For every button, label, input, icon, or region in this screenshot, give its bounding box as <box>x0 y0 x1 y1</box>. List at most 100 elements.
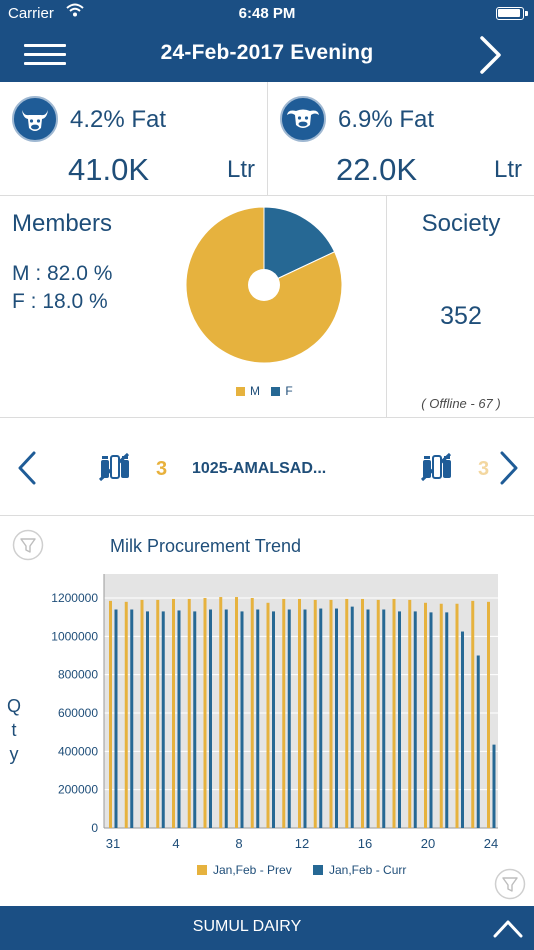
milk-can-icon <box>420 452 452 482</box>
members-panel: Members M : 82.0 % F : 18.0 % M F <box>0 196 386 418</box>
chart-title: Milk Procurement Trend <box>110 536 302 556</box>
status-bar: Carrier 6:48 PM <box>0 0 534 28</box>
status-time: 6:48 PM <box>238 5 296 22</box>
wifi-icon <box>66 3 84 21</box>
bar-curr <box>335 608 338 828</box>
pie-slice-female <box>263 206 336 286</box>
bar-prev <box>487 601 490 828</box>
cow-fat-unit: Ltr <box>226 156 255 183</box>
y-axis-label: t <box>11 720 16 740</box>
y-tick-label: 600000 <box>58 706 98 720</box>
y-tick-label: 800000 <box>58 668 98 682</box>
bar-curr <box>382 609 386 828</box>
cow-fat-card[interactable]: 4.2% Fat 41.0K Ltr <box>0 82 267 196</box>
legend-swatch <box>197 865 207 875</box>
bar-prev <box>376 599 380 828</box>
members-pie-chart <box>185 206 343 364</box>
menu-button[interactable] <box>24 42 66 68</box>
y-tick-label: 1200000 <box>51 591 98 605</box>
carrier-label: Carrier <box>8 5 54 22</box>
fat-summary: 4.2% Fat 41.0K Ltr 6.9% Fat 22.0K Ltr <box>0 82 534 196</box>
bar-curr <box>350 606 354 828</box>
bar-curr <box>146 611 149 828</box>
bar-curr <box>413 611 417 828</box>
bar-prev <box>408 599 412 828</box>
bar-curr <box>161 611 165 828</box>
x-tick-label: 16 <box>358 836 372 851</box>
y-tick-label: 400000 <box>58 744 98 758</box>
y-axis-label: y <box>10 744 19 764</box>
society-selector: 3 1025-AMALSAD... 3 <box>0 418 534 516</box>
bar-prev <box>266 602 270 828</box>
selector-number: 3 <box>156 458 168 480</box>
bar-prev <box>156 599 160 828</box>
page-title: 24-Feb-2017 Evening <box>160 41 374 64</box>
bar-curr <box>224 609 228 828</box>
bar-curr <box>303 609 307 828</box>
bar-curr <box>114 609 118 828</box>
selector-society-name[interactable]: 1025-AMALSAD... <box>192 460 327 477</box>
buffalo-fat-unit: Ltr <box>493 156 522 183</box>
bar-curr <box>130 609 134 828</box>
chevron-right-icon <box>480 36 501 74</box>
bar-prev <box>219 597 223 828</box>
bar-curr <box>366 609 370 828</box>
bar-prev <box>235 597 238 828</box>
dairy-name[interactable]: SUMUL DAIRY <box>192 918 302 935</box>
filter-icon[interactable] <box>494 868 526 900</box>
pie-hole <box>248 269 280 301</box>
x-tick-label: 24 <box>484 836 498 851</box>
bar-curr <box>476 655 480 828</box>
bar-prev <box>424 602 427 828</box>
milk-can-icon <box>98 452 130 482</box>
x-tick-label: 4 <box>172 836 179 851</box>
next-date-button[interactable] <box>476 34 504 76</box>
x-tick-label: 31 <box>106 836 120 851</box>
cow-fat-label: 4.2% Fat <box>70 106 167 133</box>
y-tick-label: 0 <box>91 821 98 835</box>
bar-curr <box>492 744 496 828</box>
top-bar: Carrier 6:48 PM 24-Feb-2017 Evening <box>0 0 534 82</box>
bar-curr <box>461 631 464 828</box>
bar-prev <box>250 598 254 828</box>
prev-society-button[interactable] <box>16 450 38 486</box>
expand-button[interactable] <box>492 916 524 940</box>
y-tick-label: 1000000 <box>51 629 98 643</box>
bar-prev <box>140 599 144 828</box>
society-offline: ( Offline - 67 ) <box>421 396 501 411</box>
cow-icon <box>12 96 58 142</box>
bar-prev <box>361 598 364 828</box>
nav-bar: 24-Feb-2017 Evening <box>0 28 534 82</box>
bar-prev <box>203 598 207 828</box>
bar-prev <box>439 603 443 828</box>
procurement-bar-chart: 0 200000 400000 600000 800000 1000000 1200000 3… <box>7 574 498 877</box>
members-female-pct: F : 18.0 % <box>12 290 108 313</box>
bar-curr <box>256 609 260 828</box>
bar-prev <box>329 599 333 828</box>
members-title: Members <box>12 210 113 237</box>
bar-curr <box>429 612 433 828</box>
chevron-up-icon <box>493 920 523 938</box>
chevron-right-icon <box>500 451 518 485</box>
bar-prev <box>109 600 112 828</box>
bar-curr <box>287 609 291 828</box>
society-panel[interactable]: Society 352 ( Offline - 67 ) <box>386 196 534 418</box>
legend-male: M <box>236 384 260 398</box>
bar-curr <box>445 612 449 828</box>
bottom-bar: SUMUL DAIRY <box>0 906 534 950</box>
bar-prev <box>345 598 349 828</box>
filter-icon[interactable] <box>12 529 44 561</box>
cow-fat-value: 41.0K <box>68 152 150 187</box>
y-axis-label: Q <box>7 696 21 716</box>
pie-legend: M F <box>236 384 301 398</box>
bar-curr <box>319 608 323 828</box>
bar-curr <box>209 609 212 828</box>
bar-prev <box>187 598 191 828</box>
buffalo-fat-card[interactable]: 6.9% Fat 22.0K Ltr <box>267 82 534 196</box>
next-society-button[interactable] <box>498 450 520 486</box>
x-tick-label: 12 <box>295 836 309 851</box>
legend-label: Jan,Feb - Prev <box>213 863 292 877</box>
bar-curr <box>240 611 244 828</box>
x-tick-label: 8 <box>235 836 242 851</box>
legend-label: Jan,Feb - Curr <box>329 863 406 877</box>
